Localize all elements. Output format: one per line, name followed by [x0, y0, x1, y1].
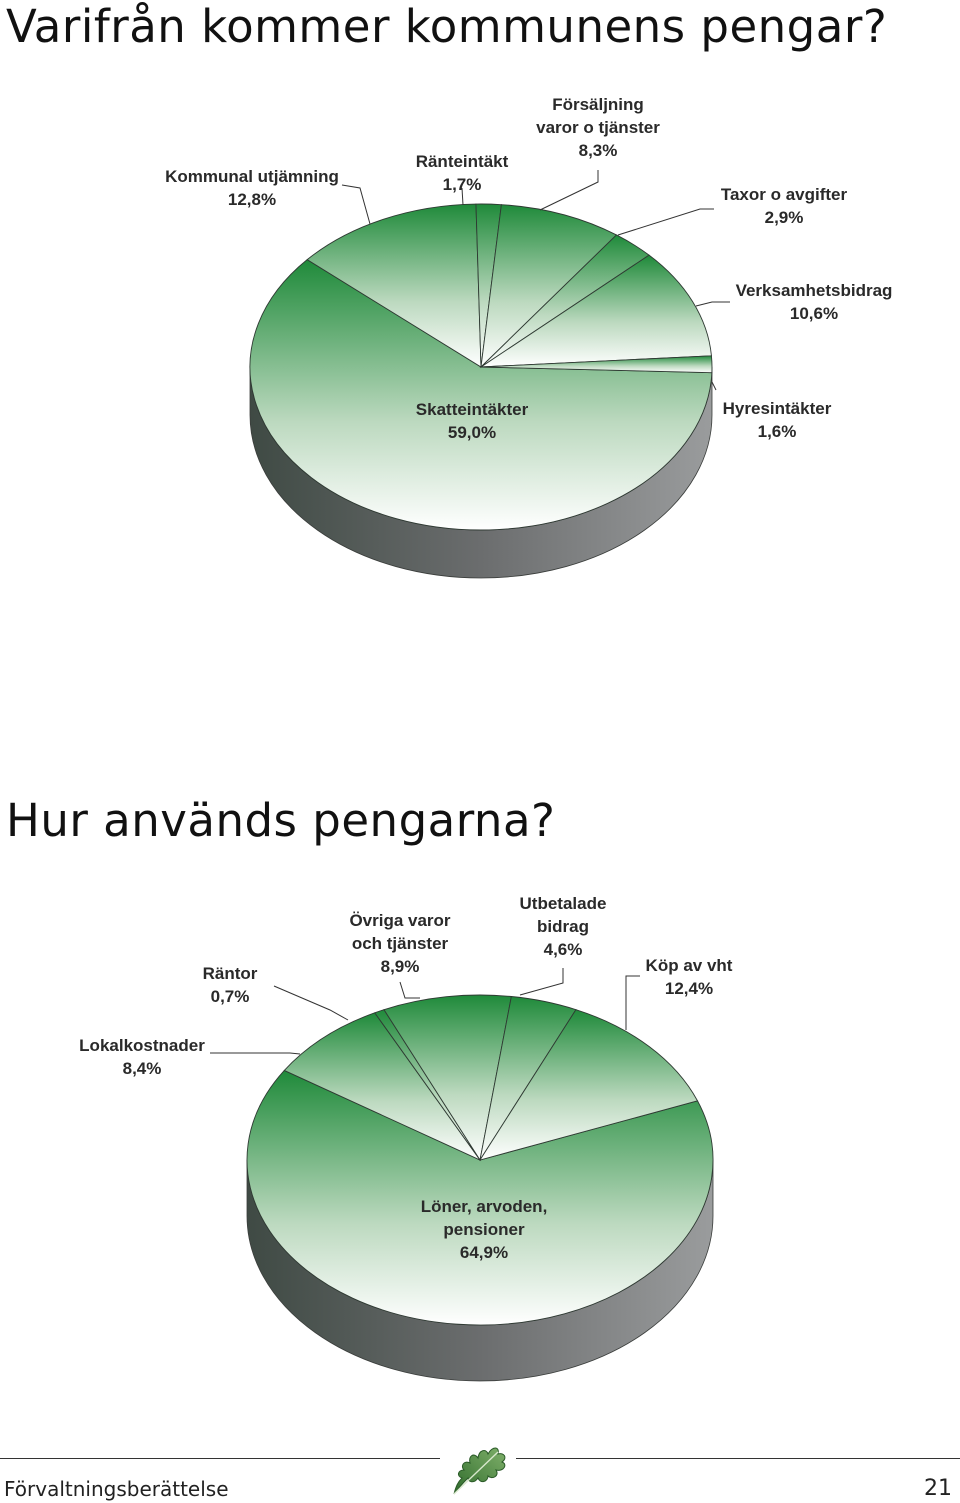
pie-slice: [480, 204, 618, 369]
pie-slice: [478, 1009, 699, 1161]
slice-name: Verksamhetsbidrag: [736, 281, 893, 300]
leader-line: [341, 184, 371, 225]
leader-line: [519, 968, 564, 996]
slice-label: Hyresintäkter 1,6%: [723, 399, 832, 441]
slice-name: Räntor: [203, 964, 258, 983]
slice-label: Övriga varor och tjänster 8,9%: [349, 911, 450, 976]
leader-line: [617, 208, 714, 236]
slice-name: Löner, arvoden,: [421, 1197, 548, 1216]
leader-line: [625, 975, 640, 1030]
slice-label: Lokalkostnader 8,4%: [79, 1036, 205, 1078]
leader-line: [461, 187, 464, 206]
slice-name: Skatteintäkter: [416, 400, 529, 419]
slice-percent: 8,4%: [123, 1059, 162, 1078]
slice-name: och tjänster: [352, 934, 449, 953]
slice-name: Lokalkostnader: [79, 1036, 205, 1055]
slice-name: Ränteintäkt: [416, 152, 509, 171]
expenses-pie-chart: Löner, arvoden, pensioner 64,9% Lokalkostna…: [79, 894, 733, 1382]
oak-leaf-icon: [453, 1447, 506, 1495]
footer-rule-right: [516, 1458, 960, 1459]
slice-label: Försäljning varor o tjänster 8,3%: [536, 95, 660, 160]
pie-slice: [246, 1069, 714, 1326]
pie-slice: [306, 203, 482, 368]
slice-percent: 59,0%: [448, 423, 496, 442]
slice-percent: 10,6%: [790, 304, 838, 323]
slice-percent: 0,7%: [211, 987, 250, 1006]
slice-percent: 2,9%: [765, 208, 804, 227]
slice-name: Hyresintäkter: [723, 399, 832, 418]
page-heading-income: Varifrån kommer kommunens pengar?: [6, 0, 888, 53]
pie-slice: [283, 1012, 482, 1162]
slice-percent: 1,7%: [443, 175, 482, 194]
leader-line: [711, 381, 717, 391]
pie-slice: [249, 259, 713, 531]
slice-name: Övriga varor: [349, 911, 450, 930]
slice-percent: 1,6%: [758, 422, 797, 441]
slice-percent: 8,9%: [381, 957, 420, 976]
slice-name: Försäljning: [552, 95, 644, 114]
slice-name: Kommunal utjämning: [165, 167, 339, 186]
footer-section-title: Förvaltningsberättelse: [4, 1477, 229, 1501]
slice-name: Taxor o avgifter: [721, 185, 848, 204]
slice-label: Kommunal utjämning 12,8%: [165, 167, 339, 209]
page-number: 21: [924, 1476, 952, 1501]
slice-label: Räntor 0,7%: [203, 964, 258, 1006]
page-heading-expenses: Hur används pengarna?: [6, 794, 556, 847]
pie-slice: [480, 355, 713, 374]
slice-name: bidrag: [537, 917, 589, 936]
slice-percent: 8,3%: [579, 141, 618, 160]
slice-name: Köp av vht: [646, 956, 733, 975]
slice-label: Taxor o avgifter 2,9%: [721, 185, 848, 227]
leader-line: [695, 301, 730, 307]
slice-percent: 64,9%: [460, 1243, 508, 1262]
slice-percent: 12,8%: [228, 190, 276, 209]
pie-slice: [479, 254, 712, 368]
slice-label: Skatteintäkter 59,0%: [416, 400, 529, 442]
leader-line: [399, 981, 420, 999]
slice-label: Ränteintäkt 1,7%: [416, 152, 509, 194]
income-pie-chart: Skatteintäkter 59,0% Kommunal utjämning 12,…: [165, 95, 893, 579]
slice-label: Löner, arvoden, pensioner 64,9%: [421, 1197, 548, 1262]
slice-name: Utbetalade: [520, 894, 607, 913]
slice-label: Köp av vht 12,4%: [646, 956, 733, 998]
slice-label: Utbetalade bidrag 4,6%: [520, 894, 607, 959]
slice-percent: 4,6%: [544, 940, 583, 959]
slice-label: Verksamhetsbidrag 10,6%: [736, 281, 893, 323]
leader-line: [273, 985, 349, 1021]
slice-name: varor o tjänster: [536, 118, 660, 137]
leader-line: [210, 1052, 301, 1055]
footer-rule-left: [0, 1458, 440, 1459]
leader-line: [539, 170, 599, 211]
pie-slice: [383, 994, 512, 1162]
slice-name: pensioner: [443, 1220, 525, 1239]
slice-percent: 12,4%: [665, 979, 713, 998]
